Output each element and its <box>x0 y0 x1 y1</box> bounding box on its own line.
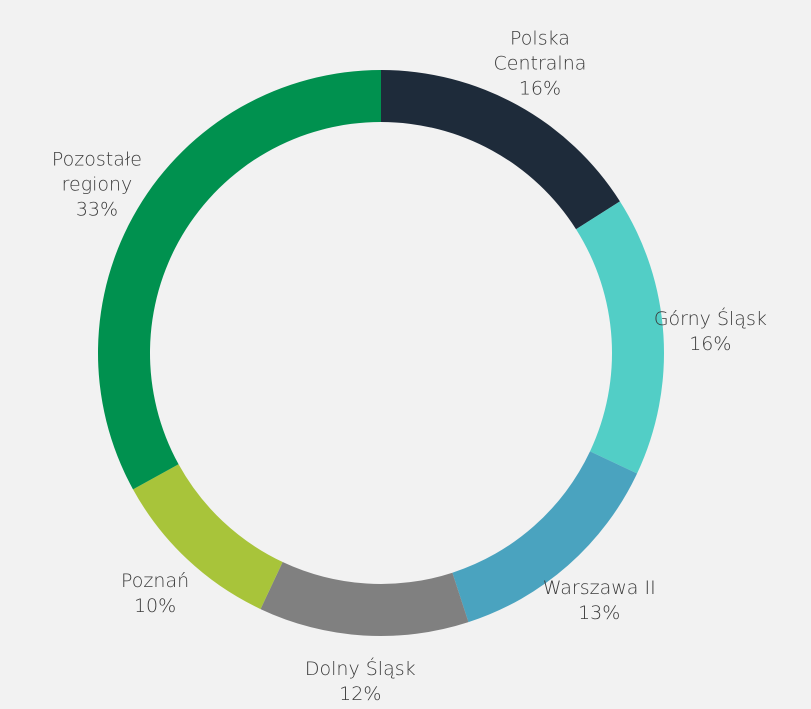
value-label: 16% <box>689 333 732 356</box>
segment-label: Dolny Śląsk 12% <box>285 657 435 707</box>
donut-segment <box>97 70 382 490</box>
segment-label: Polska Centralna 16% <box>465 26 615 101</box>
value-label: 12% <box>339 683 382 706</box>
segment-label: Pozostałe regiony 33% <box>22 148 172 223</box>
donut-segment <box>133 464 283 610</box>
value-label: 10% <box>133 594 177 617</box>
category-label: Dolny Śląsk <box>304 658 416 681</box>
value-label: 16% <box>518 77 562 100</box>
donut-segment <box>381 70 620 230</box>
segment-label: Warszawa II 13% <box>524 576 674 626</box>
segment-label: Górny Śląsk 16% <box>635 307 785 357</box>
value-label: 33% <box>75 198 119 221</box>
donut-segment <box>452 451 638 623</box>
segment-label: Poznań 10% <box>80 569 230 619</box>
category-label: Warszawa II <box>542 576 656 599</box>
category-label: Poznań <box>121 569 190 592</box>
donut-segment <box>260 562 469 636</box>
value-label: 13% <box>578 601 621 624</box>
category-label: Polska Centralna <box>493 27 587 75</box>
donut-segment <box>576 201 664 474</box>
category-label: Górny Śląsk <box>653 308 767 331</box>
category-label: Pozostałe regiony <box>51 148 142 196</box>
